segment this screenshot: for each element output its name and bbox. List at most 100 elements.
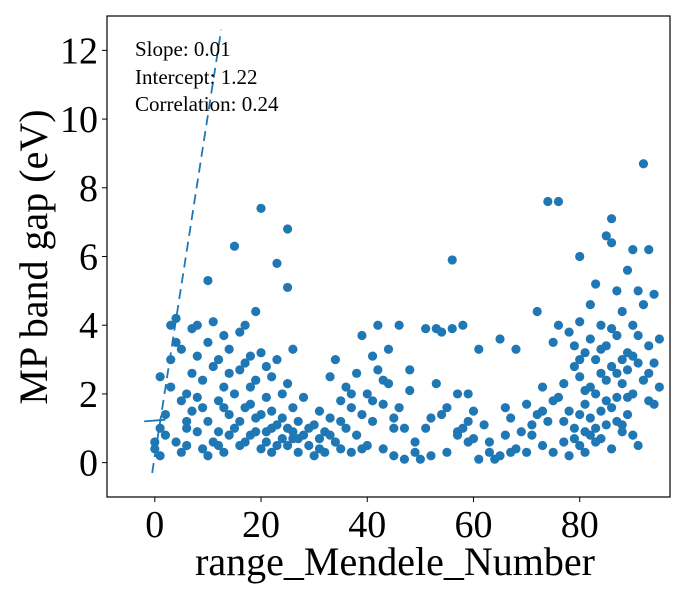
data-point: [527, 420, 537, 430]
data-point: [654, 334, 664, 344]
data-point: [575, 372, 585, 382]
data-point: [506, 413, 516, 423]
data-point: [628, 320, 638, 330]
data-point: [585, 413, 595, 423]
data-point: [575, 440, 585, 451]
annotation-correlation: Correlation: 0.24: [135, 92, 279, 116]
data-point: [240, 320, 250, 330]
data-point: [224, 368, 234, 378]
data-point: [606, 361, 617, 372]
data-point: [585, 430, 595, 440]
data-point: [367, 416, 378, 427]
data-point: [575, 317, 585, 327]
data-point: [293, 416, 303, 427]
data-point: [564, 451, 574, 461]
data-point: [251, 375, 261, 385]
data-point: [468, 406, 479, 416]
data-point: [182, 423, 192, 433]
data-point: [516, 427, 526, 437]
data-point: [272, 354, 282, 365]
data-point: [484, 437, 495, 447]
data-point: [288, 403, 298, 413]
y-tick-label: 6: [79, 237, 98, 279]
data-point: [622, 265, 633, 275]
data-point: [447, 324, 457, 334]
data-point: [548, 396, 558, 406]
data-point: [166, 382, 176, 392]
data-point: [373, 320, 383, 330]
data-point: [479, 420, 489, 430]
fit-line-dashed: [151, 29, 223, 474]
data-point: [219, 382, 229, 392]
data-point: [394, 320, 404, 330]
data-point: [150, 444, 160, 454]
data-point: [235, 416, 245, 427]
data-point: [277, 389, 287, 399]
data-point: [447, 255, 457, 265]
data-point: [633, 358, 643, 368]
fit-lines: [144, 29, 223, 474]
data-point: [521, 399, 532, 409]
data-point: [596, 344, 606, 354]
x-tick-label: 0: [145, 504, 164, 546]
data-point: [527, 430, 537, 440]
data-point: [415, 454, 425, 464]
data-point: [474, 344, 484, 354]
data-point: [559, 416, 569, 427]
data-point: [484, 447, 495, 457]
data-point: [277, 413, 287, 423]
data-point: [612, 330, 622, 341]
data-point: [559, 379, 569, 389]
data-point: [596, 320, 606, 330]
data-point: [463, 416, 473, 427]
data-point: [155, 372, 165, 382]
data-point: [245, 399, 256, 409]
data-point: [564, 327, 574, 337]
data-point: [410, 437, 420, 447]
data-point: [357, 409, 367, 420]
data-point: [378, 399, 388, 409]
data-point: [304, 423, 314, 433]
data-point: [580, 385, 590, 396]
data-point: [575, 251, 585, 262]
data-point: [569, 433, 579, 444]
data-point: [405, 365, 415, 375]
data-point: [421, 324, 431, 334]
data-point: [452, 427, 463, 437]
data-point: [256, 444, 266, 454]
data-point: [330, 437, 340, 447]
data-point: [235, 327, 245, 337]
y-tick-label: 10: [60, 99, 98, 141]
data-point: [229, 423, 240, 433]
data-point: [606, 238, 617, 248]
data-point: [649, 399, 659, 409]
data-point: [617, 427, 627, 437]
data-point: [585, 300, 595, 310]
data-point: [267, 423, 277, 433]
data-point: [208, 361, 218, 372]
data-point: [394, 403, 404, 413]
data-point: [606, 444, 617, 454]
data-point: [367, 351, 378, 361]
data-point: [644, 368, 654, 378]
data-point: [256, 409, 266, 420]
data-point: [256, 348, 266, 358]
data-point: [203, 451, 213, 461]
data-point: [198, 375, 208, 385]
data-point: [352, 430, 362, 440]
data-point: [219, 447, 229, 457]
data-point: [638, 375, 649, 385]
data-point: [585, 334, 595, 344]
data-point: [309, 451, 319, 461]
data-point: [543, 416, 553, 427]
data-point: [612, 392, 622, 402]
data-point: [612, 416, 622, 427]
data-point: [649, 358, 659, 368]
data-points: [150, 159, 664, 464]
data-point: [219, 403, 229, 413]
data-point: [378, 375, 388, 385]
data-point: [442, 447, 452, 457]
y-tick-label: 8: [79, 168, 98, 210]
data-point: [330, 354, 340, 365]
data-point: [468, 433, 479, 444]
